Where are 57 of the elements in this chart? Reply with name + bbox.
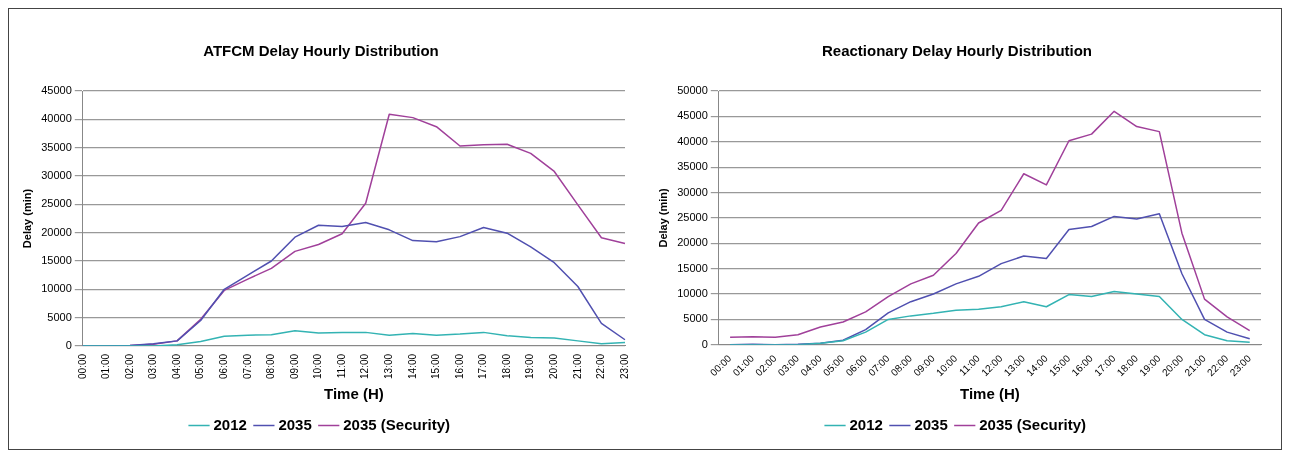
y-tick-label: 40000 (41, 112, 72, 125)
x-tick-label: 00:00 (76, 353, 88, 380)
y-tick-label: 10000 (41, 282, 72, 295)
x-tick-label: 10:00 (312, 353, 324, 380)
y-tick-label: 30000 (41, 169, 72, 182)
y-tick-label: 15000 (41, 254, 72, 267)
y-tick-label: 15000 (677, 261, 708, 274)
x-tick-label: 05:00 (194, 353, 206, 380)
x-tick-label: 03:00 (147, 353, 159, 380)
y-tick-label: 30000 (677, 185, 708, 198)
y-tick-label: 35000 (677, 160, 708, 173)
x-tick-label: 18:00 (500, 353, 512, 380)
x-tick-label: 01:00 (100, 353, 112, 380)
y-tick-label: 5000 (683, 312, 708, 325)
legend-label: 2012 (213, 415, 247, 433)
y-tick-label: 45000 (677, 109, 708, 122)
x-tick-label: 19:00 (524, 353, 536, 380)
x-tick-label: 09:00 (288, 353, 300, 380)
y-tick-label: 40000 (677, 134, 708, 147)
y-tick-label: 5000 (47, 310, 72, 323)
legend-label: 2012 (849, 415, 883, 433)
y-tick-label: 20000 (677, 236, 708, 249)
y-tick-label: 45000 (41, 84, 72, 97)
legend-label: 2035 (914, 415, 948, 433)
y-tick-label: 25000 (677, 210, 708, 223)
x-tick-label: 20:00 (548, 353, 560, 380)
x-tick-label: 13:00 (383, 353, 395, 380)
x-axis-title: Time (H) (324, 385, 384, 403)
x-tick-label: 23:00 (618, 353, 630, 380)
legend-label: 2035 (Security) (343, 415, 450, 433)
x-tick-label: 21:00 (571, 353, 583, 380)
chart-title: Reactionary Delay Hourly Distribution (821, 42, 1093, 60)
legend-label: 2035 (Security) (979, 415, 1086, 433)
y-tick-label: 0 (701, 337, 708, 350)
x-tick-label: 22:00 (595, 353, 607, 380)
y-tick-label: 10000 (677, 287, 708, 300)
y-tick-label: 20000 (41, 225, 72, 238)
x-tick-label: 04:00 (170, 353, 182, 380)
x-axis-title: Time (H) (960, 385, 1020, 403)
x-tick-label: 06:00 (217, 353, 229, 380)
x-tick-label: 07:00 (241, 353, 253, 380)
chart-title: ATFCM Delay Hourly Distribution (203, 42, 439, 60)
x-tick-label: 12:00 (359, 353, 371, 380)
y-tick-label: 35000 (41, 140, 72, 153)
x-tick-label: 15:00 (430, 353, 442, 380)
y-tick-label: 25000 (41, 197, 72, 210)
x-tick-label: 14:00 (406, 353, 418, 380)
x-tick-label: 08:00 (265, 353, 277, 380)
legend-label: 2035 (278, 415, 312, 433)
y-tick-label: 0 (65, 339, 72, 352)
x-tick-label: 16:00 (453, 353, 465, 380)
x-tick-label: 17:00 (477, 353, 489, 380)
y-axis-title: Delay (min) (656, 187, 669, 248)
y-tick-label: 50000 (677, 84, 708, 97)
y-axis-title: Delay (min) (20, 188, 33, 249)
x-tick-label: 11:00 (335, 353, 347, 379)
x-tick-label: 02:00 (123, 353, 135, 380)
